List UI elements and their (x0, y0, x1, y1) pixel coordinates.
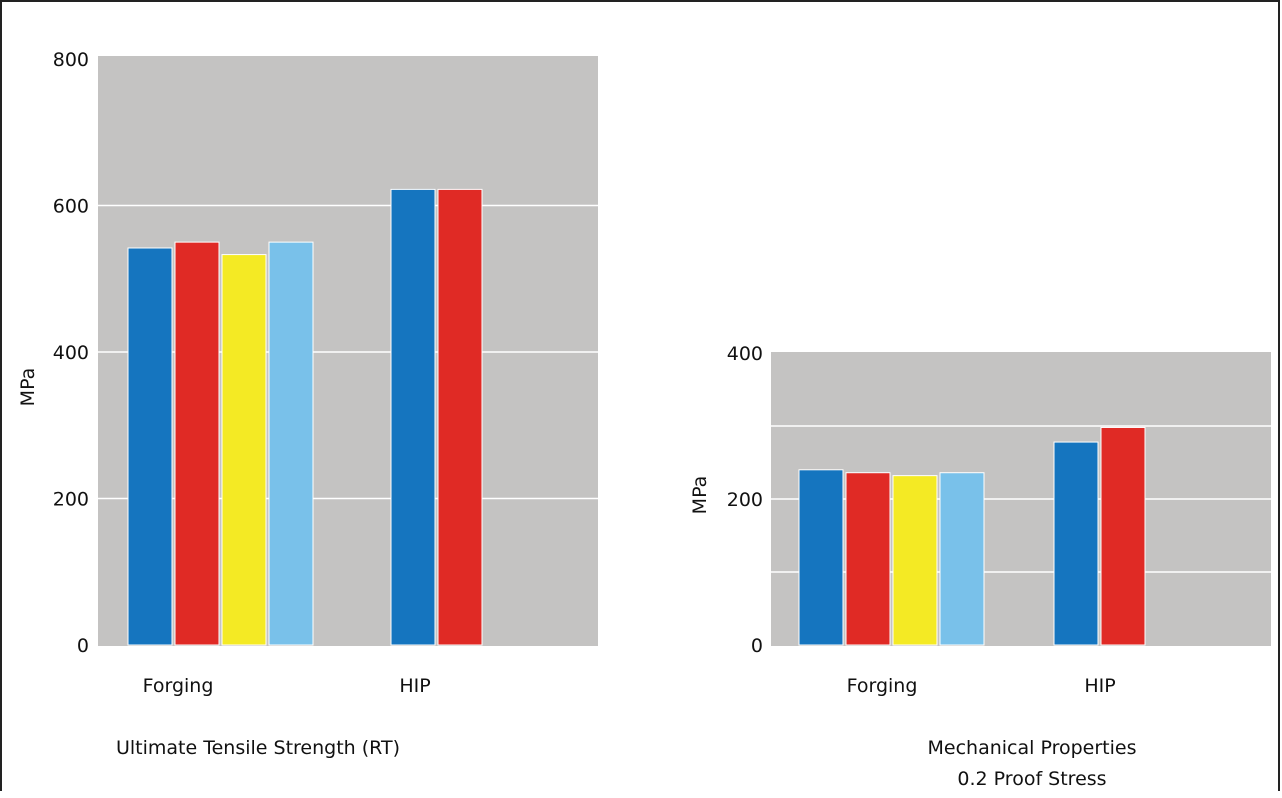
uts-bar-forging-3 (221, 254, 267, 646)
proof-stress-bar-forging-1 (798, 469, 844, 646)
uts-y-tick-label: 200 (53, 489, 89, 511)
proof-stress-bar-forging-2 (845, 472, 891, 646)
proof-stress-bar-hip-2 (1100, 426, 1146, 646)
uts-y-tick-label: 0 (77, 635, 89, 657)
uts-y-tick-label: 400 (53, 342, 89, 364)
proof-stress-y-axis-label: MPa (689, 476, 711, 515)
uts-bar-forging-2 (174, 241, 220, 646)
uts-category-hip: HIP (399, 675, 430, 697)
proof-stress-bar-hip-1 (1053, 441, 1099, 646)
uts-plot-area (98, 56, 598, 646)
proof-stress-title-line-2: 0.2 Proof Stress (957, 768, 1106, 790)
proof-stress-bars (798, 426, 1146, 646)
proof-stress-y-ticks: 0 200 400 (727, 343, 763, 657)
proof-stress-y-tick-label: 400 (727, 343, 763, 365)
uts-y-tick-label: 800 (53, 49, 89, 71)
proof-stress-category-hip: HIP (1084, 675, 1115, 697)
proof-stress-y-tick-label: 200 (727, 489, 763, 511)
uts-category-forging: Forging (143, 675, 214, 697)
proof-stress-bar-forging-3 (892, 475, 938, 646)
uts-chart: 0 200 400 600 800 Forging HIP MPa Ultimate T… (17, 49, 598, 759)
proof-stress-chart: 0 200 400 Forging HIP MPa Mechanical Prope… (689, 343, 1271, 790)
uts-bars (127, 188, 483, 646)
uts-chart-title: Ultimate Tensile Strength (RT) (116, 737, 400, 759)
proof-stress-category-forging: Forging (847, 675, 918, 697)
uts-bar-forging-4 (268, 241, 314, 646)
uts-y-ticks: 0 200 400 600 800 (53, 49, 89, 657)
uts-y-tick-label: 600 (53, 196, 89, 218)
proof-stress-title-line-1: Mechanical Properties (928, 737, 1137, 759)
proof-stress-bar-forging-4 (939, 472, 985, 646)
uts-bar-hip-2 (437, 188, 483, 646)
uts-bar-hip-1 (390, 188, 436, 646)
proof-stress-y-tick-label: 0 (751, 635, 763, 657)
uts-bar-forging-1 (127, 247, 173, 646)
uts-y-axis-label: MPa (17, 368, 39, 407)
